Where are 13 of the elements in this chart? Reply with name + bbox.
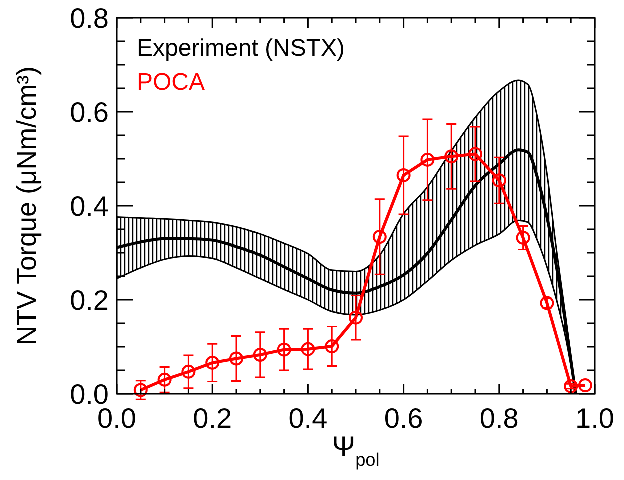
x-tick-label: 0.2 <box>193 403 232 434</box>
text: POCA <box>137 69 206 96</box>
y-tick-label: 0.2 <box>70 284 109 316</box>
legend-label: Experiment (NSTX) <box>137 35 346 62</box>
x-tick-label: 0.8 <box>480 403 519 434</box>
x-axis-title: Ψ$_{pol}$ <box>332 431 380 470</box>
x-tick-label: 1.0 <box>576 403 614 434</box>
y-axis-title: NTV Torque (μNm/cm³) <box>12 66 42 346</box>
x-tick-label: 0.4 <box>288 403 328 434</box>
y-tick-label: 0.8 <box>70 2 109 34</box>
x-tick-label: 0.6 <box>384 403 424 434</box>
y-tick-label: 0.4 <box>70 190 109 222</box>
y-tick-label: 0.6 <box>70 96 109 128</box>
